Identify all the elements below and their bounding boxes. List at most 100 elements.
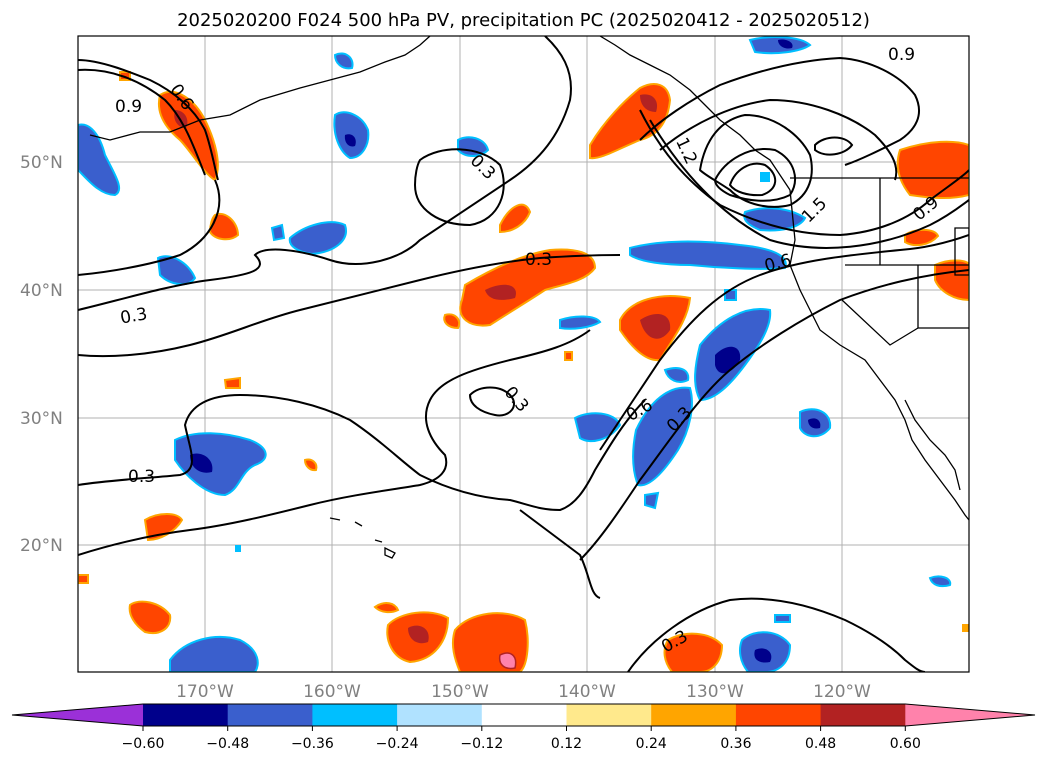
pv-contour-line: [78, 329, 591, 556]
precip-blob: [169, 636, 259, 672]
pv-contour-line: [78, 254, 621, 358]
colorbar-tick-label: 0.48: [805, 736, 836, 752]
contour-label: 0.9: [888, 45, 915, 65]
pv-contour-line: [728, 162, 777, 197]
colorbar-segment: [397, 704, 483, 726]
pv-contour-line: [78, 68, 206, 176]
lon-label: 170°W: [176, 682, 234, 702]
precip-blob: [459, 248, 597, 327]
colorbar-tick-label: 0.24: [636, 736, 667, 752]
contour-label: 0.9: [115, 97, 142, 117]
precip-blob: [774, 614, 791, 623]
precip-blob: [78, 574, 89, 584]
map-title: 2025020200 F024 500 hPa PV, precipitatio…: [177, 10, 870, 31]
precip-blob: [208, 212, 240, 241]
colorbar-tick-label: −0.48: [206, 736, 249, 752]
colorbar-segment: [312, 704, 398, 726]
precip-blob: [288, 221, 347, 256]
pv-contour-line: [78, 393, 646, 512]
precip-negative-areas: [78, 36, 952, 672]
precip-blob: [896, 140, 969, 199]
precip-blob: [303, 458, 318, 472]
precip-blob: [78, 123, 121, 197]
colorbar-tick-label: 0.12: [551, 736, 582, 752]
colorbar-tick-label: −0.24: [376, 736, 419, 752]
lat-label: 40°N: [20, 281, 63, 301]
precip-blob: [928, 575, 952, 588]
colorbar-tick-label: 0.36: [720, 736, 751, 752]
map-background: [78, 36, 969, 672]
lat-label: 30°N: [20, 409, 63, 429]
precip-blob: [443, 313, 461, 330]
precip-blob: [748, 36, 812, 55]
hawaii-islands: [329, 517, 396, 559]
colorbar-tick-label: −0.60: [122, 736, 165, 752]
baja-coast: [904, 399, 961, 491]
longitude-labels: 170°W 160°W 150°W 140°W 130°W 120°W: [176, 682, 871, 702]
precip-blob: [559, 315, 602, 330]
lon-label: 140°W: [558, 682, 616, 702]
precip-blob: [373, 602, 400, 614]
contour-label: 0.3: [119, 304, 149, 328]
pv-contour-line: [649, 119, 969, 249]
precip-blob: [573, 412, 622, 443]
precip-blob: [760, 172, 770, 182]
pv-contour-line: [627, 597, 926, 672]
precip-blob: [223, 376, 241, 389]
precip-blob: [564, 351, 573, 361]
precip-blob: [333, 52, 354, 70]
alaska-coast: [89, 36, 431, 141]
precip-blob: [457, 136, 490, 157]
precip-blob: [663, 367, 690, 383]
colorbar: −0.60 −0.48 −0.36 −0.24 −0.12 0.12 0.24 0.36 0.4…: [11, 703, 1036, 752]
precip-blob: [663, 632, 724, 672]
state-border: [845, 178, 969, 329]
pv-contour-line: [814, 136, 854, 156]
pv-contour-line: [413, 148, 505, 227]
precip-blob: [156, 255, 197, 286]
precip-blob: [640, 94, 658, 112]
pv-contour-line: [468, 386, 515, 417]
coastlines: [89, 36, 969, 559]
colorbar-segment: [651, 704, 737, 726]
colorbar-segment: [735, 704, 822, 726]
map-frame: [77, 35, 970, 673]
lon-label: 130°W: [686, 682, 744, 702]
precip-blob: [190, 453, 213, 473]
precip-blob: [778, 39, 793, 49]
precip-blob: [408, 625, 429, 644]
lat-label: 50°N: [20, 153, 63, 173]
pv-contours: [78, 36, 969, 672]
precip-blob: [235, 545, 241, 552]
contour-label: 0.3: [128, 467, 155, 487]
us-west-coast: [789, 189, 969, 521]
precip-blob: [962, 624, 969, 632]
lon-label: 160°W: [303, 682, 361, 702]
colorbar-tick-label: −0.12: [460, 736, 503, 752]
precip-blob: [485, 284, 516, 300]
colorbar-segment: [566, 704, 652, 726]
alaska-panhandle-coast: [599, 36, 791, 191]
colorbar-segment: [227, 704, 313, 726]
precip-blob: [808, 418, 821, 429]
pv-contour-line: [579, 269, 969, 561]
precip-blob: [499, 203, 532, 234]
precip-blob: [754, 648, 772, 663]
precip-blob: [632, 386, 693, 487]
latitude-labels: 50°N 40°N 30°N 20°N: [20, 153, 63, 556]
pv-contour-line: [78, 59, 219, 181]
colorbar-segment: [820, 704, 906, 726]
state-border: [841, 299, 919, 346]
colorbar-segment: [143, 704, 229, 726]
lat-label: 20°N: [20, 536, 63, 556]
contour-label: 0.3: [525, 250, 552, 270]
pv-contour-line: [659, 98, 898, 181]
pv-contour-line: [78, 179, 221, 276]
colorbar-extend-high: [905, 704, 1035, 726]
colorbar-tick-label: 0.60: [890, 736, 921, 752]
precip-blob: [128, 600, 172, 634]
precip-blob: [498, 652, 517, 670]
pv-contour-line: [639, 109, 969, 237]
precip-blob: [143, 513, 184, 542]
